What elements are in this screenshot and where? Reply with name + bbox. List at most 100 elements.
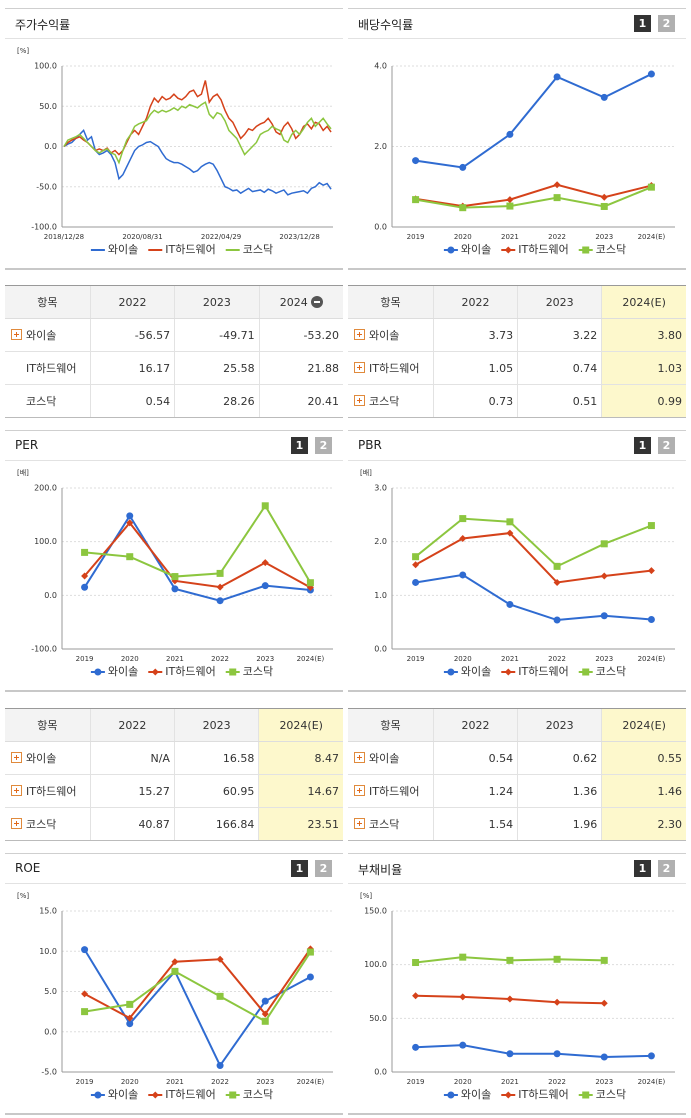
- legend-label: 코스닥: [243, 243, 273, 256]
- tab-button[interactable]: 1: [634, 15, 651, 32]
- x-tick-label: 2020: [121, 1078, 139, 1086]
- cell-text: 와이솔: [26, 329, 57, 342]
- cell-text: 0.55: [657, 751, 683, 765]
- cell-text: 0.54: [488, 751, 514, 765]
- chart: [%] 0.0 50.0 100.0 150.0 2019 2020 2021 2022 2023…: [360, 892, 675, 1101]
- legend-item: 코스닥: [225, 665, 273, 678]
- table-header-cell: 2022: [432, 708, 518, 742]
- collapse-button[interactable]: [310, 295, 323, 308]
- point: [126, 1000, 134, 1008]
- point: [553, 194, 561, 202]
- header-text: 2024(E): [622, 718, 666, 732]
- point: [412, 959, 420, 967]
- expand-icon[interactable]: [354, 785, 365, 796]
- legend-item: 코스닥: [225, 243, 273, 256]
- panel-title: 배당수익률: [358, 18, 414, 32]
- table-cell: IT하드웨어: [348, 774, 434, 808]
- series-line: [63, 101, 332, 165]
- tab-button[interactable]: 1: [291, 860, 308, 877]
- panel-header: 부채비율 1 2: [348, 853, 686, 884]
- table-cell: 60.95: [173, 774, 259, 808]
- y-tick-label: -5.0: [41, 1068, 57, 1077]
- y-tick-label: 50.0: [39, 102, 57, 111]
- axis-unit: [배]: [17, 468, 29, 477]
- x-tick-label: 2022: [548, 233, 566, 241]
- cell-text: 코스닥: [26, 395, 57, 408]
- table-header-cell: 2024(E): [601, 285, 686, 319]
- point: [171, 585, 179, 593]
- point: [506, 1050, 514, 1058]
- legend-marker: [582, 1091, 590, 1099]
- tab-button[interactable]: 2: [315, 860, 332, 877]
- point: [459, 515, 467, 523]
- header-text: 2022: [461, 295, 490, 309]
- panel-title: 주가수익률: [15, 18, 71, 32]
- axis-unit: [%]: [17, 892, 29, 900]
- table-cell: 0.62: [517, 741, 602, 775]
- point: [600, 999, 608, 1007]
- expand-icon[interactable]: [11, 785, 22, 796]
- table-cell: 코스닥: [348, 807, 434, 841]
- series-line: [63, 80, 332, 156]
- expand-icon[interactable]: [11, 818, 22, 829]
- cell-text: -49.71: [219, 328, 255, 342]
- tab-button[interactable]: 2: [658, 860, 675, 877]
- legend-item: 와이솔: [90, 665, 138, 678]
- cell-text: 1.36: [572, 784, 598, 798]
- y-tick-label: 0.0: [374, 645, 387, 654]
- x-tick-label: 2022: [548, 655, 566, 663]
- table-cell: 23.51: [258, 807, 343, 841]
- series-line: [83, 514, 311, 602]
- table-cell: 0.54: [432, 741, 518, 775]
- cell-text: 0.99: [657, 394, 683, 408]
- table-row: 와이솔 -56.57 -49.71 -53.20: [5, 318, 343, 352]
- cell-text: IT하드웨어: [26, 785, 77, 798]
- tab-button[interactable]: 2: [315, 437, 332, 454]
- data-table: 항목 2022 2023 2024(E) 와이솔 N/A 16.58 8.47 IT하드웨어 15…: [5, 708, 343, 841]
- panel-header: ROE 1 2: [5, 853, 343, 884]
- series-line: [415, 532, 652, 584]
- point: [600, 956, 608, 964]
- header-text: 2023: [202, 295, 231, 309]
- legend-label: IT하드웨어: [518, 242, 568, 256]
- expand-icon[interactable]: [354, 395, 365, 406]
- expand-icon[interactable]: [354, 329, 365, 340]
- table-cell: 1.03: [601, 351, 686, 385]
- series-line: [415, 186, 652, 209]
- legend: 와이솔 IT하드웨어 코스닥: [443, 1087, 626, 1101]
- cell-text: 3.22: [572, 328, 598, 342]
- x-tick-label: 2024(E): [638, 1078, 666, 1086]
- point: [647, 615, 655, 623]
- point: [506, 956, 514, 964]
- y-tick-label: -50.0: [36, 182, 57, 191]
- expand-icon[interactable]: [354, 818, 365, 829]
- point: [216, 569, 224, 577]
- expand-icon[interactable]: [354, 362, 365, 373]
- cell-text: 1.54: [488, 817, 514, 831]
- tab-button[interactable]: 1: [291, 437, 308, 454]
- legend-label: 와이솔: [461, 665, 491, 678]
- table-cell: IT하드웨어: [5, 774, 91, 808]
- legend: 와이솔 IT하드웨어 코스닥: [90, 664, 273, 678]
- expand-icon[interactable]: [11, 329, 22, 340]
- tab-button[interactable]: 1: [634, 860, 651, 877]
- tab-button[interactable]: 2: [658, 437, 675, 454]
- table-cell: 1.36: [517, 774, 602, 808]
- point: [553, 562, 561, 570]
- expand-icon[interactable]: [11, 752, 22, 763]
- cell-text: 28.26: [223, 394, 255, 408]
- table-cell: 1.46: [601, 774, 686, 808]
- table-cell: 코스닥: [5, 807, 91, 841]
- tab-button[interactable]: 1: [634, 437, 651, 454]
- tab-button[interactable]: 2: [658, 15, 675, 32]
- point: [506, 130, 514, 138]
- y-tick-label: 15.0: [39, 907, 57, 916]
- x-tick-label: 2023: [595, 233, 613, 241]
- legend-item: 코스닥: [578, 1088, 626, 1101]
- expand-icon[interactable]: [354, 752, 365, 763]
- table-header-cell: 2022: [89, 285, 175, 319]
- point: [412, 157, 420, 165]
- x-tick-label: 2021: [501, 1078, 519, 1086]
- cell-text: 1.24: [488, 784, 514, 798]
